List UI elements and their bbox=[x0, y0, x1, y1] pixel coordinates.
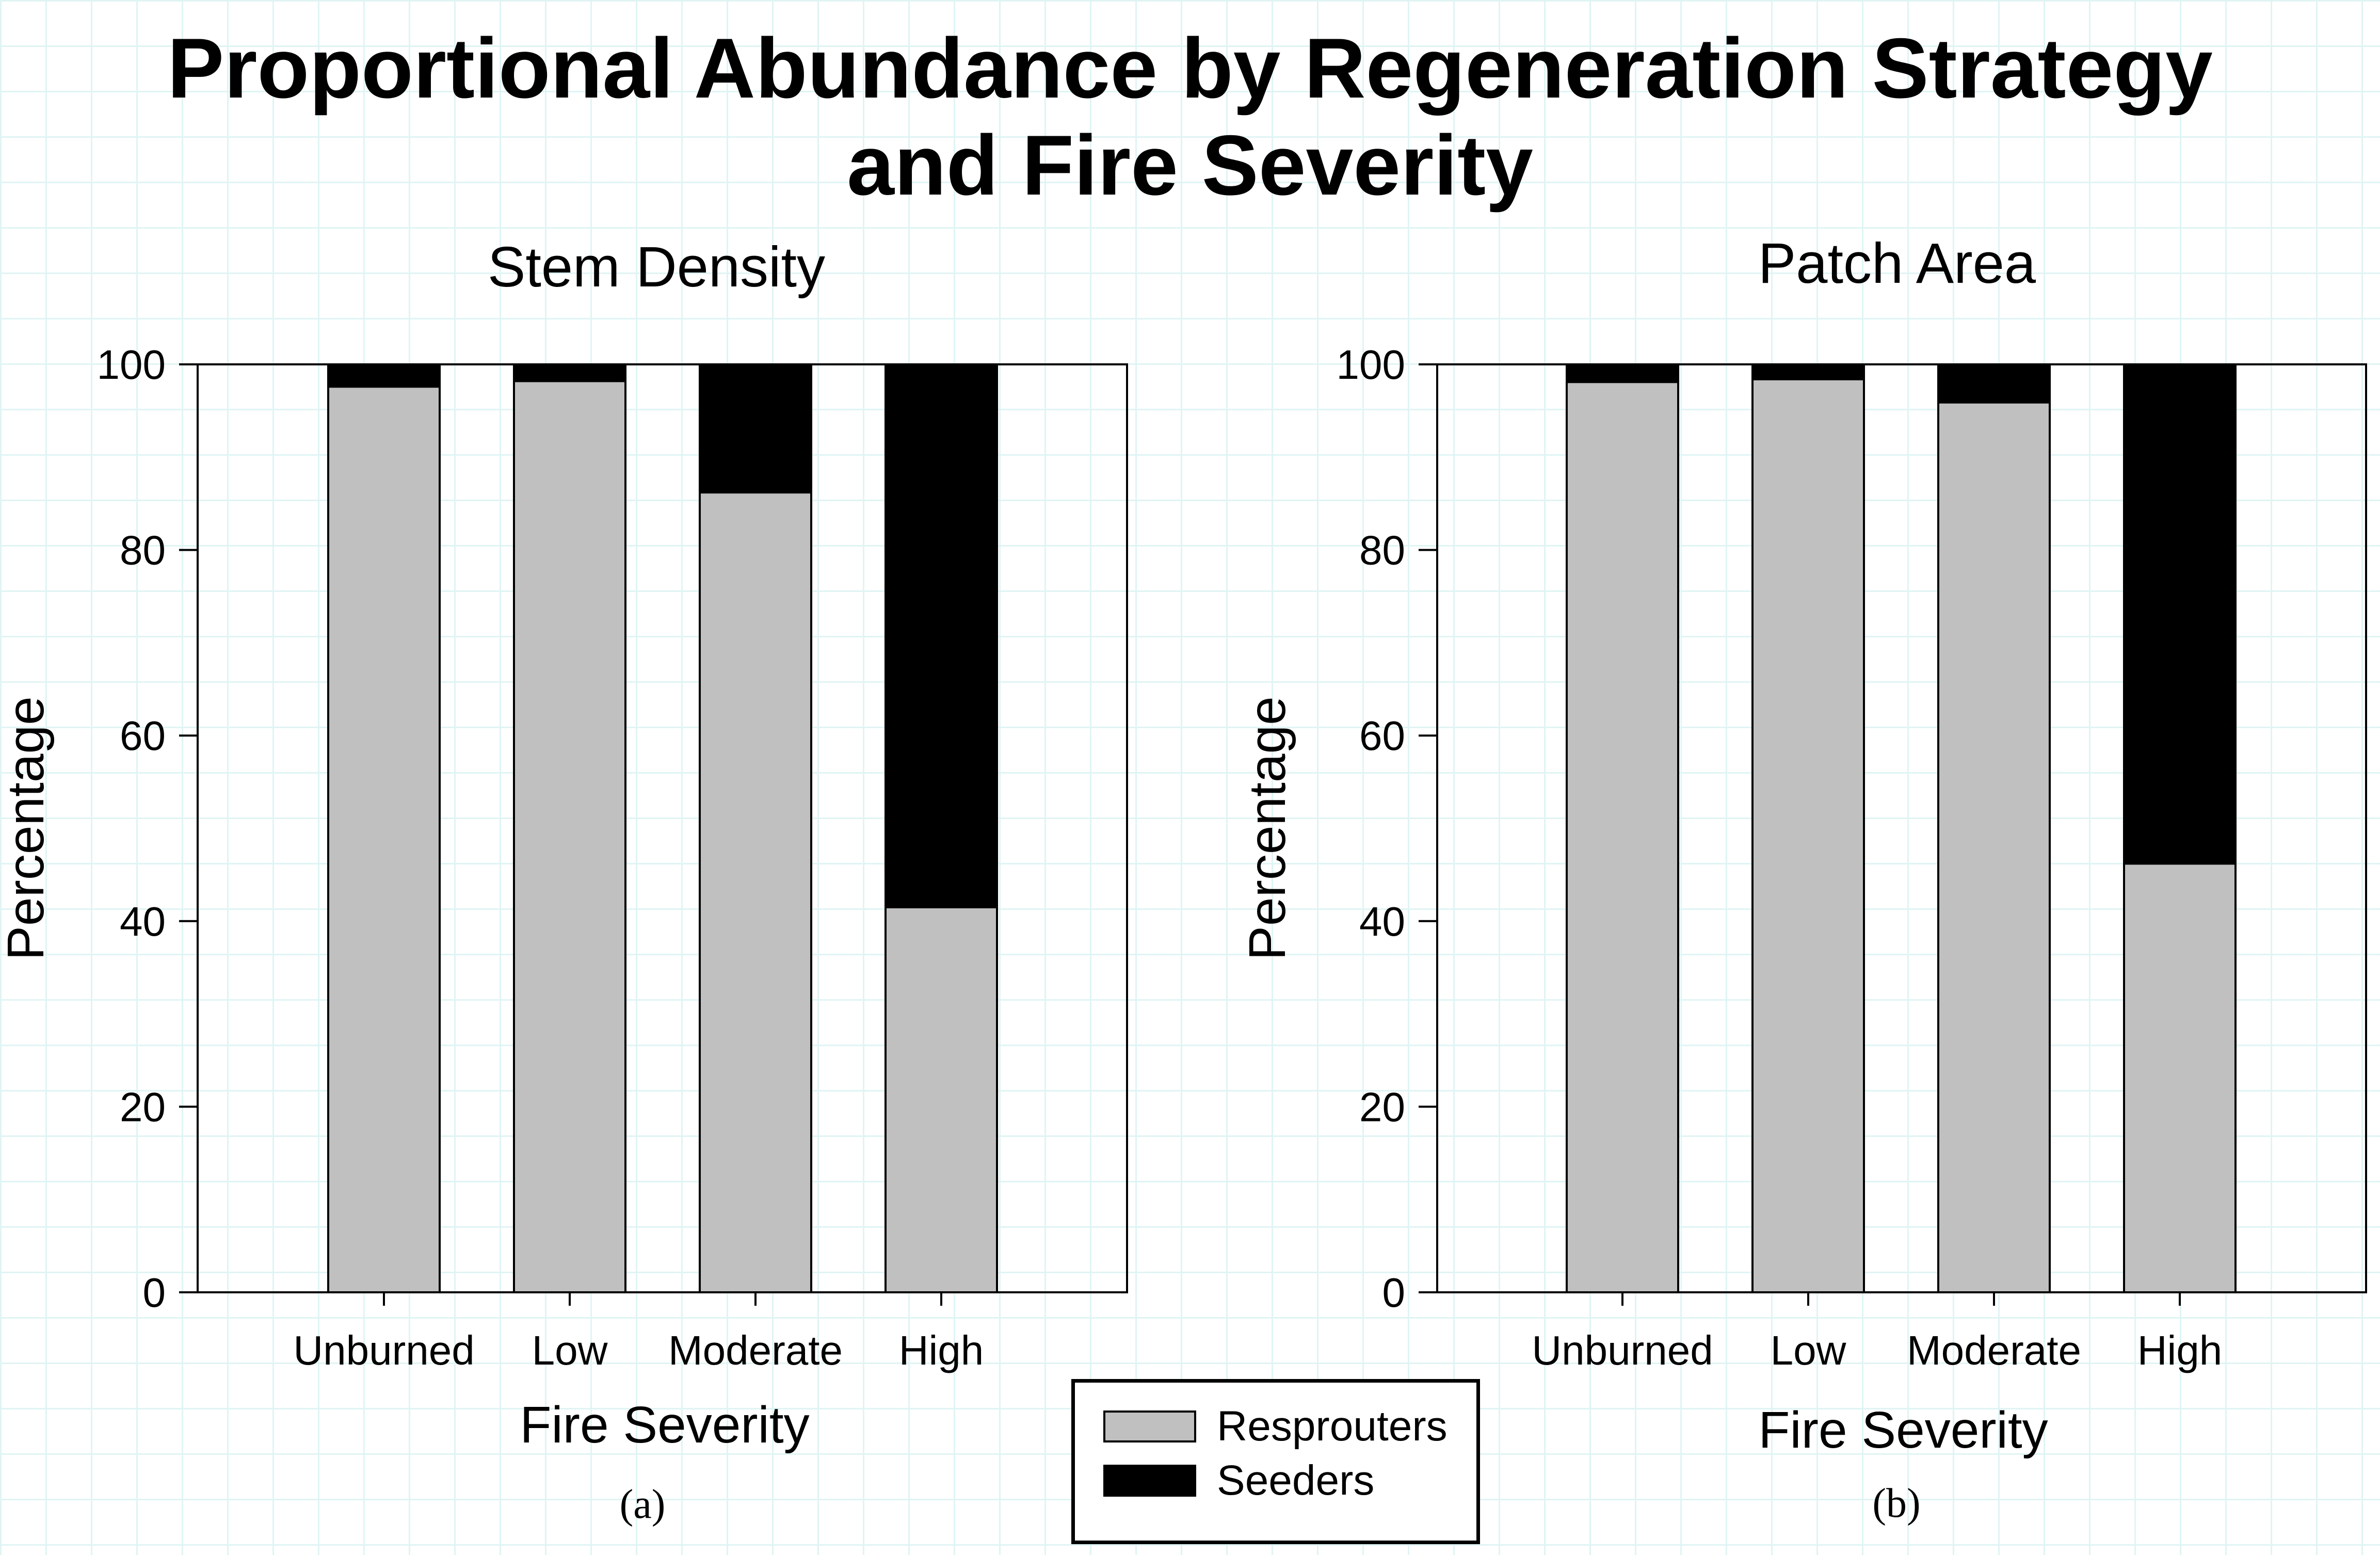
legend-label-seeders: Seeders bbox=[1217, 1457, 1375, 1504]
legend-item-seeders: Seeders bbox=[1103, 1457, 1374, 1504]
panel-a-title: Stem Density bbox=[488, 235, 825, 299]
panel-a-bar-moderate-seeders bbox=[699, 363, 812, 494]
panel-a-y-tick-label: 20 bbox=[120, 1084, 166, 1130]
legend-swatch-seeders bbox=[1103, 1465, 1196, 1497]
panel-b-bar-moderate-seeders bbox=[1937, 363, 2051, 404]
panel-b-y-tick-label: 40 bbox=[1359, 899, 1405, 944]
panel-a-bar-moderate-resprouters bbox=[699, 491, 812, 1293]
panel-b-y-tick-label: 80 bbox=[1359, 527, 1405, 573]
panel-b-y-axis-label: Percentage bbox=[1239, 696, 1296, 960]
panel-a-x-tick-label-low: Low bbox=[532, 1327, 608, 1373]
panel-b-x-axis-label: Fire Severity bbox=[1758, 1401, 2048, 1459]
legend: Resprouters Seeders bbox=[1071, 1379, 1480, 1544]
panel-a-bar-unburned-resprouters bbox=[327, 386, 441, 1293]
panel-b-x-tick-label-low: Low bbox=[1771, 1327, 1846, 1373]
panel-b-bar-high-resprouters bbox=[2123, 862, 2237, 1293]
panel-a-y-tick-label: 100 bbox=[97, 342, 166, 388]
chart-title-line-1: Proportional Abundance by Regeneration S… bbox=[167, 21, 2213, 116]
panel-a-y-tick-label: 40 bbox=[120, 899, 166, 944]
panel-b-title: Patch Area bbox=[1758, 232, 2036, 295]
panel-b-y-tick-label: 0 bbox=[1382, 1270, 1406, 1316]
panel-a-bar-low-seeders bbox=[513, 363, 626, 382]
panel-b-bar-low-resprouters bbox=[1751, 378, 1865, 1294]
panel-b-y-tick-label: 100 bbox=[1337, 342, 1405, 388]
panel-a-x-tick-label-moderate: Moderate bbox=[668, 1327, 843, 1373]
legend-swatch-resprouters bbox=[1103, 1410, 1196, 1442]
panel-a-y-tick-label: 0 bbox=[143, 1270, 166, 1316]
panel-a-bar-high-resprouters bbox=[885, 906, 998, 1293]
chart-title-line-2: and Fire Severity bbox=[847, 118, 1533, 213]
panel-a-y-tick-label: 60 bbox=[120, 713, 166, 759]
panel-b-x-tick-label-moderate: Moderate bbox=[1907, 1327, 2081, 1373]
panel-b-y-tick-label: 60 bbox=[1359, 713, 1405, 759]
legend-label-resprouters: Resprouters bbox=[1217, 1403, 1448, 1450]
panel-b-bar-moderate-resprouters bbox=[1937, 401, 2051, 1293]
panel-b-caption: (b) bbox=[1872, 1481, 1921, 1526]
panel-a-plot-frame bbox=[197, 363, 1128, 1293]
panel-b-y-tick-label: 20 bbox=[1359, 1084, 1405, 1130]
panel-a-x-tick-label-unburned: Unburned bbox=[293, 1327, 474, 1373]
panel-b-bar-high-seeders bbox=[2123, 363, 2237, 865]
panel-a-bar-low-resprouters bbox=[513, 380, 626, 1293]
panel-a-y-tick-label: 80 bbox=[120, 527, 166, 573]
panel-b-x-tick-label-unburned: Unburned bbox=[1532, 1327, 1713, 1373]
panel-a-caption: (a) bbox=[619, 1482, 666, 1527]
panel-a-x-tick-label-high: High bbox=[899, 1327, 984, 1373]
panel-b-bar-unburned-seeders bbox=[1566, 363, 1679, 383]
panel-b-bar-low-seeders bbox=[1751, 363, 1865, 380]
panel-a-y-axis-label: Percentage bbox=[0, 696, 55, 960]
panel-a-bar-high-seeders bbox=[885, 363, 998, 908]
panel-a-bar-unburned-seeders bbox=[327, 363, 441, 388]
panel-b-bar-unburned-resprouters bbox=[1566, 381, 1679, 1293]
panel-a-x-axis-label: Fire Severity bbox=[520, 1396, 809, 1454]
legend-item-resprouters: Resprouters bbox=[1103, 1403, 1448, 1450]
panel-b-plot-frame bbox=[1436, 363, 2367, 1293]
panel-b-x-tick-label-high: High bbox=[2137, 1327, 2223, 1373]
